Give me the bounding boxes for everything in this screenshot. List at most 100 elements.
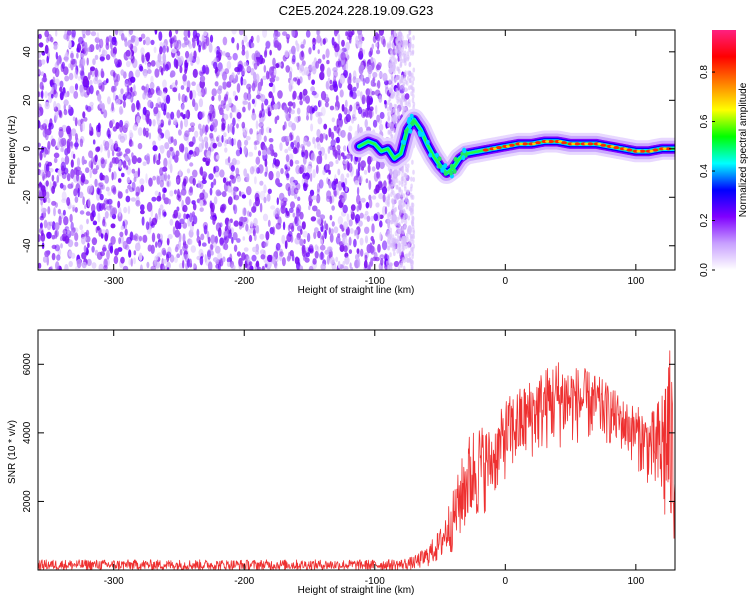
- noise-speckle: [260, 254, 266, 260]
- noise-speckle: [410, 91, 413, 97]
- noise-speckle: [52, 76, 55, 85]
- signal-core-mark: [561, 141, 567, 145]
- noise-speckle: [92, 139, 96, 145]
- noise-speckle: [236, 251, 242, 257]
- noise-speckle: [314, 227, 319, 234]
- noise-speckle: [63, 66, 69, 76]
- noise-speckle: [135, 186, 141, 196]
- noise-speckle: [70, 159, 74, 168]
- noise-speckle: [337, 33, 341, 42]
- noise-speckle: [378, 123, 384, 132]
- noise-speckle: [324, 153, 328, 161]
- noise-speckle: [232, 232, 238, 241]
- noise-speckle: [259, 233, 265, 240]
- noise-speckle: [208, 173, 214, 180]
- noise-speckle: [179, 218, 185, 225]
- noise-speckle: [91, 245, 95, 253]
- noise-speckle: [52, 76, 56, 84]
- noise-speckle: [199, 199, 204, 207]
- noise-speckle: [224, 147, 228, 153]
- noise-speckle: [411, 239, 415, 245]
- noise-speckle: [185, 110, 188, 119]
- noise-speckle: [198, 248, 204, 257]
- noise-speckle: [119, 135, 126, 143]
- noise-speckle: [359, 161, 365, 168]
- noise-speckle: [44, 149, 49, 155]
- noise-speckle: [234, 95, 238, 101]
- noise-speckle: [360, 74, 364, 82]
- noise-speckle: [58, 128, 64, 138]
- noise-speckle: [379, 231, 382, 241]
- noise-speckle: [367, 264, 371, 270]
- noise-speckle: [362, 59, 367, 68]
- noise-speckle: [124, 148, 131, 155]
- noise-speckle: [188, 43, 193, 49]
- noise-speckle: [387, 111, 390, 117]
- noise-speckle: [384, 100, 387, 105]
- figure-title: C2E5.2024.228.19.09.G23: [279, 3, 434, 18]
- noise-speckle: [394, 206, 398, 212]
- noise-speckle: [94, 249, 99, 256]
- noise-speckle: [253, 62, 258, 70]
- noise-speckle: [179, 248, 183, 256]
- noise-speckle: [395, 87, 399, 93]
- noise-speckle: [242, 130, 247, 139]
- noise-speckle: [257, 150, 262, 157]
- noise-speckle: [388, 177, 392, 186]
- noise-speckle: [71, 30, 76, 38]
- noise-speckle: [70, 229, 75, 236]
- noise-speckle: [176, 109, 181, 119]
- noise-speckle: [74, 117, 78, 127]
- noise-speckle: [158, 153, 161, 161]
- noise-speckle: [46, 145, 51, 155]
- noise-speckle: [378, 95, 383, 103]
- noise-speckle: [87, 242, 90, 248]
- noise-speckle: [139, 65, 144, 72]
- noise-speckle: [388, 96, 392, 102]
- noise-speckle: [157, 128, 163, 134]
- noise-speckle: [63, 92, 69, 98]
- noise-speckle: [296, 141, 300, 149]
- noise-speckle: [156, 252, 163, 258]
- noise-speckle: [398, 214, 401, 220]
- noise-speckle: [317, 49, 320, 54]
- noise-speckle: [243, 92, 248, 101]
- noise-speckle: [169, 218, 174, 226]
- noise-speckle: [90, 31, 97, 37]
- noise-speckle: [119, 123, 123, 133]
- noise-speckle: [269, 77, 276, 83]
- noise-speckle: [48, 122, 54, 130]
- noise-speckle: [237, 139, 242, 150]
- noise-speckle: [104, 175, 109, 184]
- noise-speckle: [342, 204, 348, 214]
- noise-speckle: [260, 57, 266, 64]
- noise-speckle: [160, 263, 163, 270]
- noise-speckle: [80, 178, 85, 186]
- noise-speckle: [107, 35, 113, 42]
- noise-speckle: [301, 221, 306, 230]
- noise-speckle: [369, 106, 374, 111]
- noise-speckle: [407, 163, 410, 169]
- noise-speckle: [276, 31, 281, 37]
- noise-speckle: [46, 231, 52, 239]
- noise-speckle: [342, 182, 346, 191]
- noise-speckle: [251, 53, 256, 61]
- noise-speckle: [256, 133, 262, 142]
- noise-speckle: [402, 81, 406, 87]
- noise-speckle: [348, 219, 353, 227]
- noise-speckle: [408, 61, 412, 68]
- noise-speckle: [245, 223, 249, 232]
- signal-core-mark: [558, 140, 563, 143]
- noise-speckle: [264, 171, 268, 177]
- noise-speckle: [328, 169, 331, 175]
- noise-speckle: [208, 42, 213, 53]
- noise-speckle: [323, 123, 328, 130]
- noise-speckle: [361, 36, 365, 42]
- noise-speckle: [275, 76, 280, 82]
- noise-speckle: [155, 254, 159, 261]
- noise-speckle: [51, 93, 54, 99]
- noise-speckle: [282, 221, 286, 231]
- noise-speckle: [217, 142, 223, 147]
- noise-speckle: [391, 55, 394, 61]
- noise-speckle: [145, 115, 150, 123]
